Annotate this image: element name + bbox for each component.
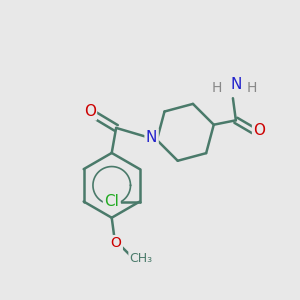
Text: N: N xyxy=(146,130,157,145)
Text: O: O xyxy=(254,123,266,138)
Text: CH₃: CH₃ xyxy=(130,252,153,266)
Text: O: O xyxy=(84,104,96,119)
Text: Cl: Cl xyxy=(104,194,119,209)
Text: H: H xyxy=(247,81,257,95)
Text: N: N xyxy=(230,77,242,92)
Text: O: O xyxy=(111,236,122,250)
Text: H: H xyxy=(212,81,222,95)
